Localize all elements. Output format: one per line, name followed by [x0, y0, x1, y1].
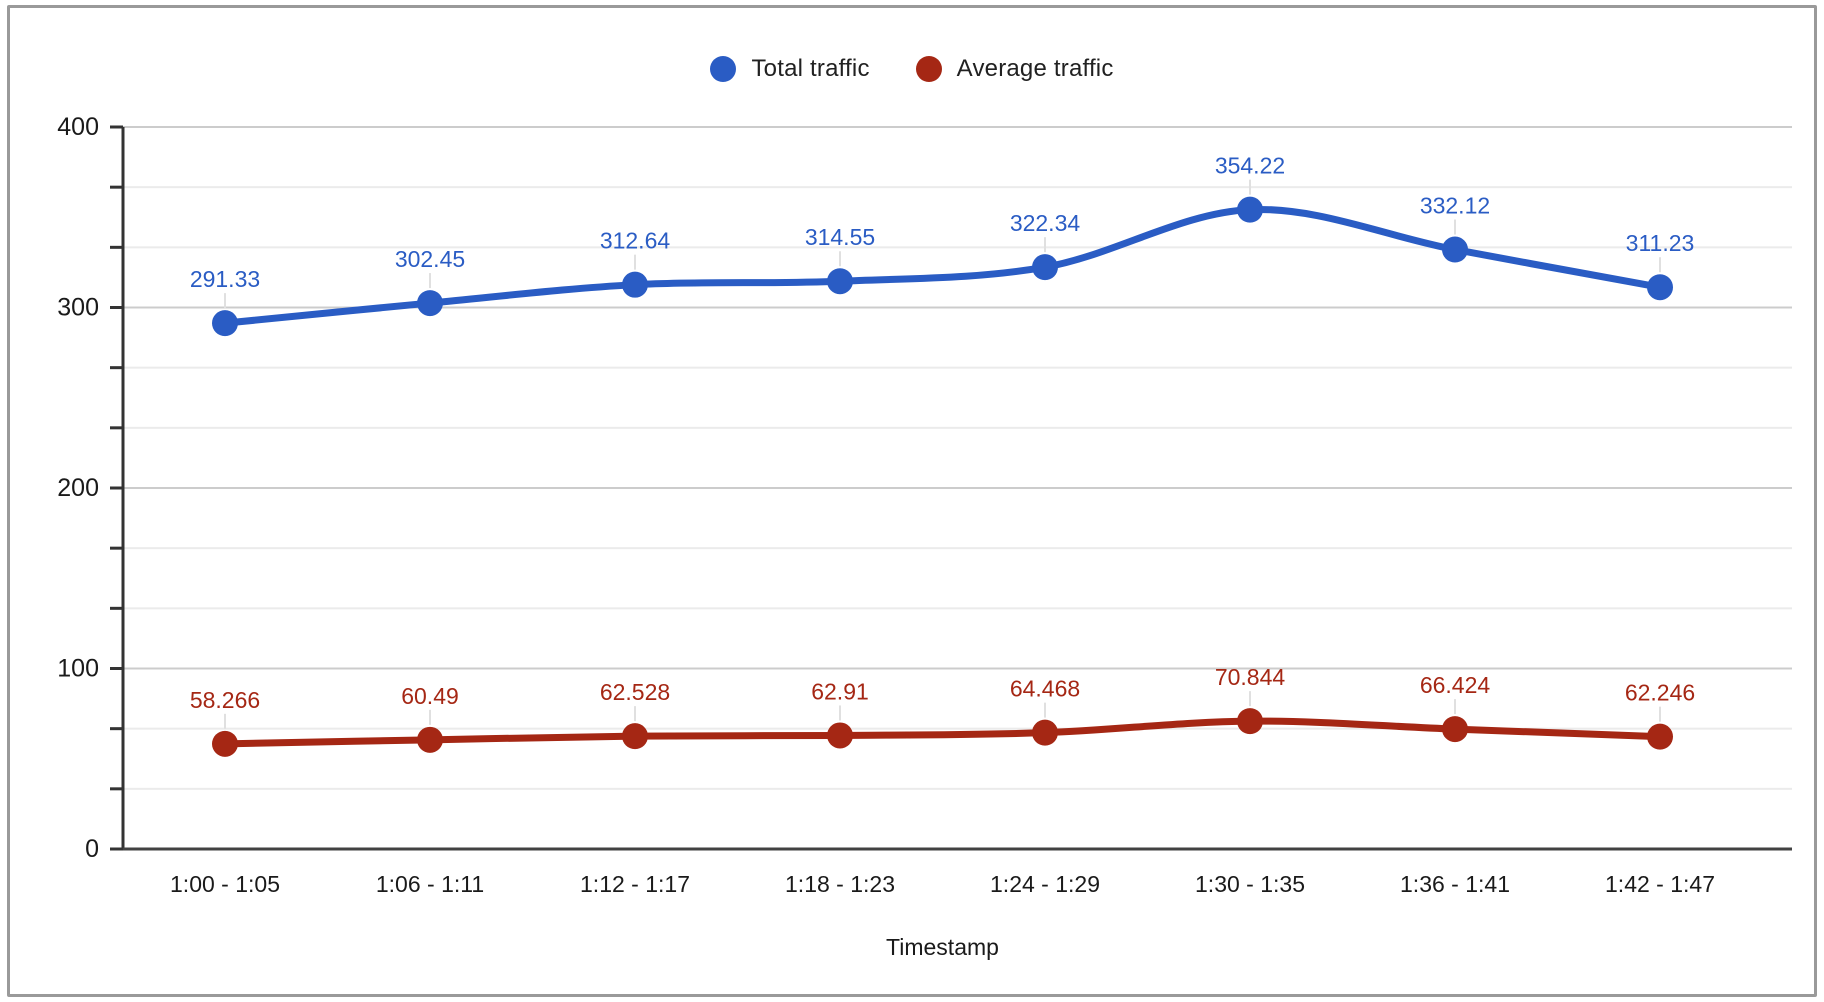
data-point-marker-0-7[interactable] [1647, 274, 1673, 301]
y-axis-tick-label: 200 [57, 474, 99, 502]
data-point-marker-1-7[interactable] [1647, 723, 1673, 750]
data-point-marker-0-3[interactable] [827, 268, 853, 295]
data-point-label: 312.64 [600, 228, 671, 254]
x-axis-tick-label: 1:24 - 1:29 [990, 871, 1100, 897]
x-axis-tick-label: 1:06 - 1:11 [376, 871, 484, 897]
legend-dot-icon [710, 56, 737, 82]
data-point-label: 332.12 [1420, 193, 1490, 219]
legend-dot-icon [915, 56, 942, 82]
data-point-marker-1-4[interactable] [1032, 719, 1058, 746]
data-point-marker-1-3[interactable] [827, 722, 853, 749]
chart-frame [7, 5, 1817, 997]
data-point-label: 66.424 [1420, 672, 1491, 698]
legend-item-average-traffic: Average traffic [915, 55, 1114, 83]
data-point-label: 62.91 [811, 678, 869, 704]
series-line-1 [221, 717, 1664, 748]
data-point-label: 60.49 [401, 683, 459, 709]
legend-item-total-traffic: Total traffic [710, 55, 869, 83]
data-point-marker-0-4[interactable] [1032, 254, 1058, 281]
data-point-marker-1-5[interactable] [1237, 708, 1263, 735]
x-axis-title: Timestamp [886, 934, 999, 960]
data-point-label: 311.23 [1626, 230, 1695, 256]
data-point-label: 354.22 [1215, 153, 1285, 179]
data-point-marker-1-0[interactable] [212, 730, 238, 757]
data-point-label: 58.266 [190, 687, 260, 713]
data-point-marker-0-5[interactable] [1237, 196, 1263, 223]
data-point-marker-0-2[interactable] [622, 271, 648, 298]
series-line-0 [221, 205, 1664, 327]
data-point-marker-1-6[interactable] [1442, 716, 1468, 743]
x-axis-tick-label: 1:36 - 1:41 [1400, 871, 1510, 897]
data-point-marker-1-2[interactable] [622, 723, 648, 750]
data-point-label: 62.528 [600, 679, 670, 705]
data-point-marker-0-1[interactable] [417, 290, 443, 317]
x-axis-tick-label: 1:18 - 1:23 [785, 871, 895, 897]
chart-legend: Total traffic Average traffic [0, 44, 1824, 94]
data-point-label: 62.246 [1625, 680, 1695, 706]
data-point-label: 302.45 [395, 246, 465, 272]
y-axis-tick-label: 400 [57, 113, 99, 141]
x-axis-tick-label: 1:30 - 1:35 [1195, 871, 1305, 897]
data-point-marker-1-1[interactable] [417, 726, 443, 753]
x-axis-tick-label: 1:00 - 1:05 [170, 871, 280, 897]
data-point-marker-0-6[interactable] [1442, 236, 1468, 263]
data-point-label: 314.55 [805, 224, 875, 250]
legend-label: Total traffic [751, 55, 870, 82]
y-axis-tick-label: 100 [57, 655, 99, 683]
x-axis-tick-label: 1:12 - 1:17 [580, 871, 690, 897]
y-axis-tick-label: 0 [85, 835, 99, 863]
x-axis-tick-label: 1:42 - 1:47 [1605, 871, 1715, 897]
legend-label: Average traffic [956, 55, 1114, 82]
y-axis-tick-label: 300 [57, 294, 99, 322]
data-point-label: 64.468 [1010, 676, 1080, 702]
data-point-label: 322.34 [1010, 210, 1081, 236]
data-point-label: 70.844 [1215, 664, 1286, 690]
data-point-marker-0-0[interactable] [212, 310, 238, 337]
data-point-label: 291.33 [190, 266, 260, 292]
